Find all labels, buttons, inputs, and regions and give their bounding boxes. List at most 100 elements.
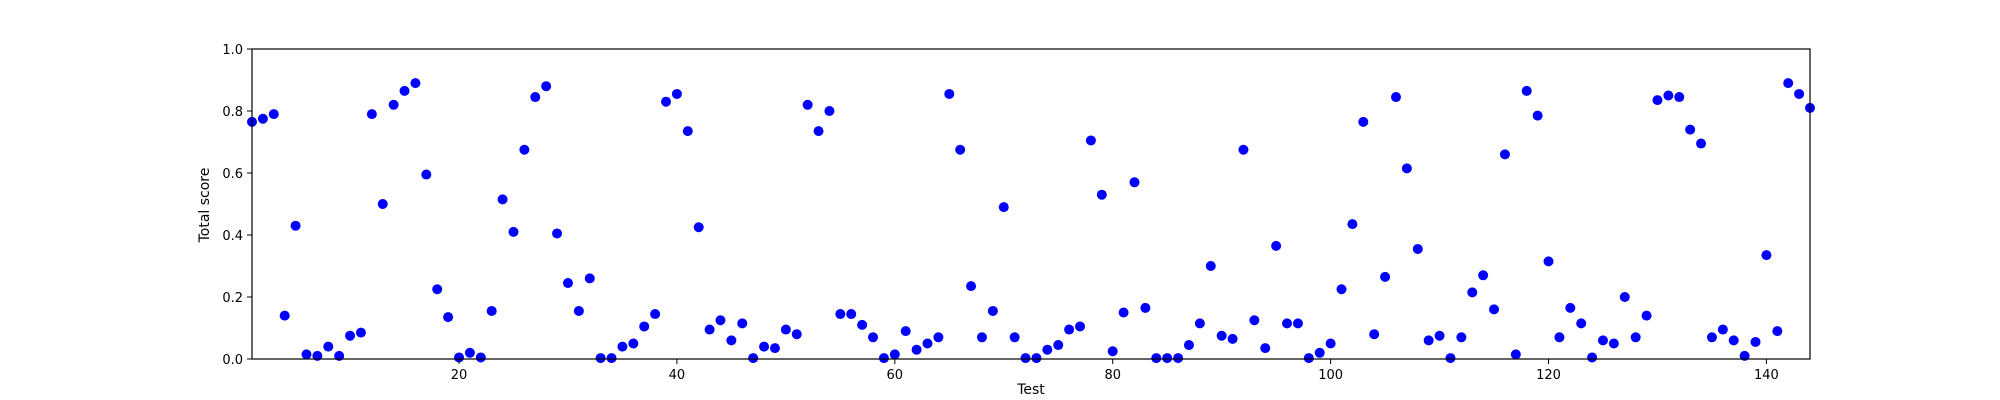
- data-point: [1282, 318, 1293, 329]
- data-point: [661, 96, 672, 107]
- x-axis-label: Test: [1016, 382, 1045, 398]
- data-point: [846, 309, 857, 320]
- data-point: [911, 344, 922, 355]
- data-point: [1271, 240, 1282, 251]
- data-point: [279, 310, 290, 321]
- data-point: [1325, 338, 1336, 349]
- data-point: [595, 353, 606, 364]
- data-point: [1554, 332, 1565, 343]
- data-point: [410, 78, 421, 89]
- data-point: [345, 330, 356, 341]
- data-point: [530, 92, 541, 103]
- data-point: [639, 321, 650, 332]
- data-point: [1641, 310, 1652, 321]
- data-point: [759, 341, 770, 352]
- data-point: [1499, 149, 1510, 160]
- data-point: [1652, 95, 1663, 106]
- data-point: [1772, 326, 1783, 337]
- data-point: [791, 329, 802, 340]
- data-point: [1194, 318, 1205, 329]
- data-point: [1412, 243, 1423, 254]
- data-point: [1358, 116, 1369, 127]
- plot-frame: [251, 48, 1811, 360]
- y-axis-label: Total score: [197, 168, 213, 244]
- data-point: [541, 81, 552, 92]
- data-point: [1260, 343, 1271, 354]
- data-point: [1075, 321, 1086, 332]
- data-point: [1521, 85, 1532, 96]
- data-point: [573, 305, 584, 316]
- x-tick-label: 40: [669, 368, 686, 383]
- data-point: [1031, 353, 1042, 364]
- data-point: [813, 126, 824, 137]
- data-point: [1390, 92, 1401, 103]
- data-point: [1151, 353, 1162, 364]
- data-point: [878, 353, 889, 364]
- data-point: [290, 220, 301, 231]
- data-point: [617, 341, 628, 352]
- data-point: [1129, 177, 1140, 188]
- data-point: [519, 144, 530, 155]
- data-point: [388, 99, 399, 110]
- data-point: [1369, 329, 1380, 340]
- data-point: [1009, 332, 1020, 343]
- data-point: [1467, 287, 1478, 298]
- data-point: [1532, 110, 1543, 121]
- data-point: [475, 352, 486, 363]
- data-point: [1434, 330, 1445, 341]
- data-point: [1140, 302, 1151, 313]
- data-point: [486, 305, 497, 316]
- data-point: [1107, 346, 1118, 357]
- data-point: [1674, 92, 1685, 103]
- data-point: [933, 332, 944, 343]
- data-point: [1053, 340, 1064, 351]
- data-point: [802, 99, 813, 110]
- data-point: [693, 222, 704, 233]
- data-point: [399, 85, 410, 96]
- data-point: [1238, 144, 1249, 155]
- data-point: [1597, 335, 1608, 346]
- data-point: [966, 281, 977, 292]
- y-tick-label: 0.2: [222, 291, 243, 306]
- data-point: [1576, 318, 1587, 329]
- data-point: [464, 347, 475, 358]
- data-point: [1456, 332, 1467, 343]
- data-point: [1085, 135, 1096, 146]
- data-point: [1445, 353, 1456, 364]
- data-point: [1303, 353, 1314, 364]
- y-tick-label: 0.4: [222, 229, 243, 244]
- data-point: [1608, 338, 1619, 349]
- data-point: [1587, 352, 1598, 363]
- data-point: [628, 338, 639, 349]
- data-point: [1216, 330, 1227, 341]
- data-point: [301, 349, 312, 360]
- data-point: [682, 126, 693, 137]
- data-point: [748, 353, 759, 364]
- data-point: [1630, 332, 1641, 343]
- data-point: [1728, 335, 1739, 346]
- data-point: [1380, 271, 1391, 282]
- data-point: [1478, 270, 1489, 281]
- data-point: [443, 312, 454, 323]
- data-point: [1794, 88, 1805, 99]
- data-point: [1096, 189, 1107, 200]
- x-tick-label: 120: [1536, 368, 1561, 383]
- y-tick-label: 0.6: [222, 167, 243, 182]
- data-point: [355, 327, 366, 338]
- data-point: [584, 273, 595, 284]
- data-point: [1042, 344, 1053, 355]
- data-point: [257, 113, 268, 124]
- data-point: [1020, 353, 1031, 364]
- data-point: [726, 335, 737, 346]
- data-point: [1761, 250, 1772, 261]
- data-point: [1183, 340, 1194, 351]
- axes: 20 40 60 80 100 120 140 0.0 0.2 0.4 0.6 0.8 1.0: [222, 43, 1811, 383]
- data-point: [650, 309, 661, 320]
- data-point: [432, 284, 443, 295]
- x-tick-label: 60: [887, 368, 904, 383]
- data-point: [1118, 307, 1129, 318]
- data-point: [552, 228, 563, 239]
- y-tick-label: 0.8: [222, 105, 243, 120]
- data-point: [769, 343, 780, 354]
